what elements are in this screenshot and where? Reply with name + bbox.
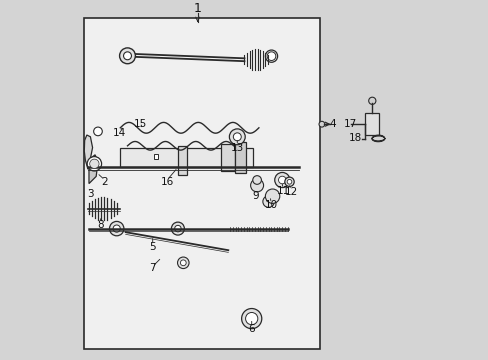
Text: 3: 3: [87, 189, 94, 199]
Circle shape: [241, 309, 261, 329]
Circle shape: [171, 222, 184, 235]
FancyBboxPatch shape: [84, 18, 320, 349]
Polygon shape: [84, 135, 92, 169]
Text: 13: 13: [230, 143, 244, 153]
Circle shape: [174, 225, 181, 232]
Circle shape: [89, 159, 99, 168]
Circle shape: [87, 157, 102, 171]
Text: 14: 14: [112, 128, 125, 138]
Circle shape: [180, 260, 186, 266]
Circle shape: [278, 176, 285, 184]
Bar: [120, 148, 253, 167]
Circle shape: [120, 48, 135, 64]
Text: 2: 2: [102, 177, 108, 187]
Text: 9: 9: [251, 191, 258, 201]
Circle shape: [263, 196, 274, 207]
Text: 8: 8: [97, 220, 103, 230]
Text: 11: 11: [276, 186, 289, 196]
Bar: [235, 142, 246, 173]
Circle shape: [109, 221, 123, 236]
Bar: [178, 146, 186, 175]
Text: 5: 5: [149, 242, 156, 252]
Circle shape: [250, 179, 263, 192]
Text: 4: 4: [329, 119, 335, 129]
Circle shape: [368, 97, 375, 104]
Circle shape: [265, 50, 277, 62]
Text: 6: 6: [248, 324, 254, 334]
Circle shape: [265, 189, 279, 203]
Text: 10: 10: [264, 200, 278, 210]
Circle shape: [274, 172, 289, 188]
Circle shape: [286, 180, 291, 184]
Text: 15: 15: [133, 119, 146, 129]
Circle shape: [233, 133, 241, 141]
Circle shape: [123, 52, 131, 60]
Circle shape: [245, 312, 257, 325]
Text: 7: 7: [149, 263, 156, 273]
Circle shape: [113, 225, 120, 232]
Text: 16: 16: [160, 177, 173, 187]
Bar: [365, 113, 379, 135]
Bar: [221, 144, 235, 171]
Text: 17: 17: [343, 119, 356, 129]
Circle shape: [94, 127, 102, 136]
Circle shape: [284, 177, 294, 186]
Circle shape: [252, 176, 261, 184]
Circle shape: [318, 121, 324, 127]
Text: 18: 18: [347, 133, 361, 143]
Circle shape: [177, 257, 189, 269]
Text: 12: 12: [284, 186, 297, 197]
Circle shape: [229, 129, 244, 145]
Circle shape: [266, 52, 275, 60]
Polygon shape: [89, 155, 98, 184]
Bar: [154, 154, 158, 159]
Text: 1: 1: [193, 3, 201, 15]
